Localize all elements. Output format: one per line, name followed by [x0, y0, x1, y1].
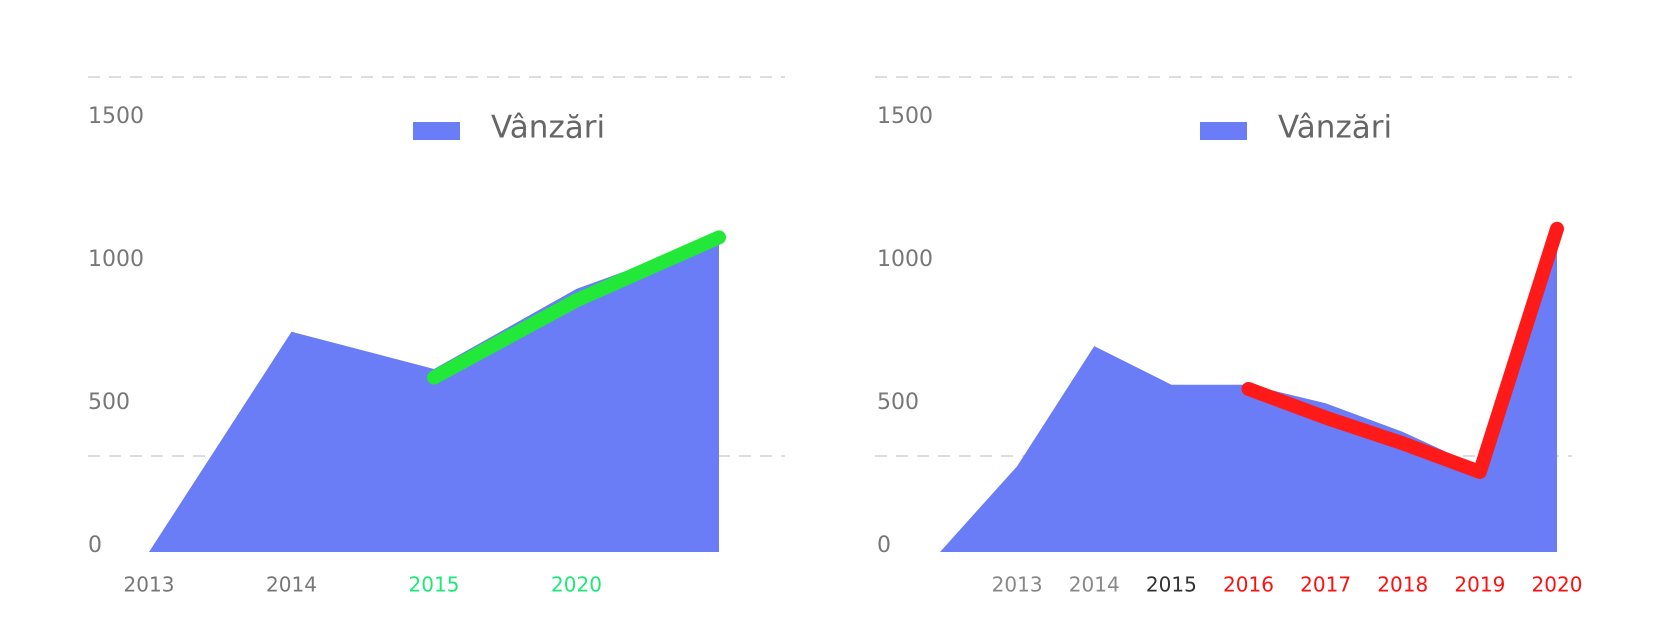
annotation-line	[427, 230, 726, 385]
legend-swatch	[413, 122, 460, 140]
x-tick-label: 2016	[1223, 573, 1274, 597]
y-tick-label: 500	[88, 390, 130, 415]
x-tick-label: 2014	[266, 573, 317, 597]
y-tick-label: 1000	[877, 247, 933, 272]
x-tick-label: 2018	[1377, 573, 1428, 597]
x-tick-label: 2014	[1069, 573, 1120, 597]
x-tick-label: 2019	[1454, 573, 1505, 597]
x-tick-label: 2017	[1300, 573, 1351, 597]
x-tick-label: 2015	[1146, 573, 1197, 597]
x-tick-label: 2015	[409, 573, 460, 597]
y-tick-label: 500	[877, 390, 919, 415]
x-tick-label: 2013	[124, 573, 175, 597]
y-tick-label: 0	[877, 533, 891, 558]
annotation-line	[1241, 221, 1564, 479]
x-tick-label: 2020	[1532, 573, 1583, 597]
x-tick-label: 2020	[551, 573, 602, 597]
legend-label: Vânzări	[1278, 110, 1392, 146]
chart: 0 500 1000 1500 2013 2014 2015 2020 Vânzări	[88, 104, 726, 597]
chart: 0 500 1000 1500 2013 2014 2015 2016 2017 2018 2019…	[877, 104, 1582, 597]
x-tick-label: 2013	[992, 573, 1043, 597]
y-tick-label: 1000	[88, 247, 144, 272]
legend-swatch	[1200, 122, 1247, 140]
y-tick-label: 1500	[88, 104, 144, 129]
y-tick-label: 0	[88, 533, 102, 558]
area	[149, 237, 719, 552]
y-tick-label: 1500	[877, 104, 933, 129]
legend-label: Vânzări	[491, 110, 605, 146]
